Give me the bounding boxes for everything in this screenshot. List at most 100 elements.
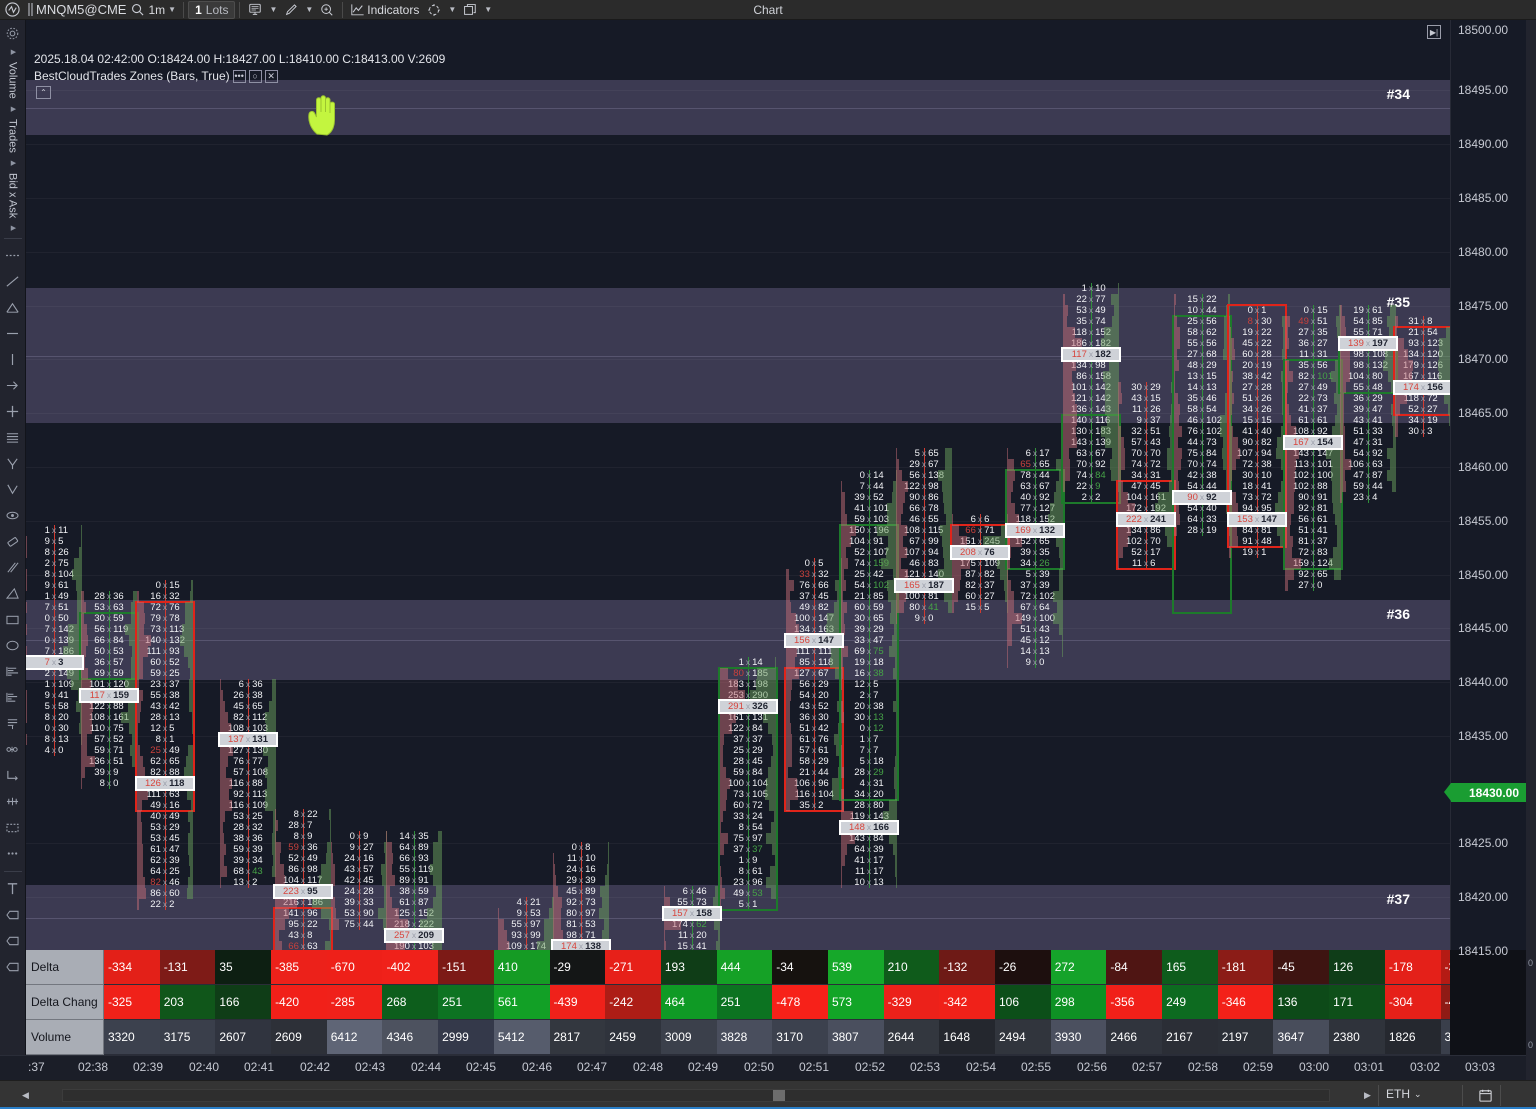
- bid-value: 24: [566, 864, 577, 875]
- expand-arrow-icon-volume[interactable]: ▶: [9, 48, 17, 56]
- eraser-icon[interactable]: [0, 529, 26, 555]
- horizontal-rays-icon[interactable]: [0, 425, 26, 451]
- bid-volume-bar: [841, 602, 847, 613]
- arrow-icon[interactable]: [0, 373, 26, 399]
- footprint-bar[interactable]: 8x2228x78x959x3652x4986x98104x117223x952…: [273, 809, 333, 950]
- indicator-close-button[interactable]: ✕: [264, 69, 278, 83]
- indicators-label[interactable]: Indicators: [367, 2, 420, 17]
- footprint-bar[interactable]: 28 x 36 53 x 63 30 x 59 56 x 119 66 x 84 50 x 53 36 x 57 69 x 5…: [79, 591, 139, 789]
- eye-icon[interactable]: [0, 503, 26, 529]
- scrollbar-thumb[interactable]: [773, 1090, 785, 1101]
- line-chart-icon[interactable]: [347, 0, 367, 20]
- chevron-left-icon[interactable]: ◀: [22, 1090, 29, 1100]
- triangle-icon[interactable]: [0, 581, 26, 607]
- footprint-bar[interactable]: 1x1480x185183x198253x290291x326161x13112…: [718, 657, 778, 911]
- horizontal-line-icon[interactable]: [0, 321, 26, 347]
- volume-profile-icon[interactable]: [0, 685, 26, 711]
- target-chevron-down-icon[interactable]: ▼: [448, 5, 457, 14]
- crosshair-target-icon[interactable]: [423, 0, 445, 20]
- ruler-icon[interactable]: [0, 789, 26, 815]
- pencil-chevron-down-icon[interactable]: ▼: [305, 5, 314, 14]
- footprint-bar[interactable]: 1x1022x7753x4935x74118x152186x182117x182…: [1061, 283, 1121, 504]
- ellipse-icon[interactable]: [0, 633, 26, 659]
- grid-line: [26, 144, 1450, 145]
- footprint-bar[interactable]: 31x821x5493x123134x120179x126167x116174x…: [1393, 316, 1450, 437]
- label-icon[interactable]: [0, 928, 26, 954]
- chart-type-chevron-down-icon[interactable]: ▼: [269, 5, 278, 14]
- chart-canvas[interactable]: #34 #35 #36 #37 1 x 11 9 x 5 8 x 26 2 x 75 8 x 104 9 x 61 1 x 4…: [26, 20, 1450, 950]
- indicator-settings-button[interactable]: •••: [232, 69, 246, 83]
- expand-arrow-icon-end[interactable]: ▶: [9, 223, 17, 232]
- indicator-row[interactable]: BestCloudTrades Zones (Bars, True) ••• ○…: [34, 69, 278, 83]
- expand-arrow-icon-trades[interactable]: ▶: [9, 104, 17, 113]
- grid-line: [26, 413, 1450, 414]
- footprint-bar[interactable]: 4x219x5355x9793x99109x174: [498, 897, 554, 950]
- trendline-icon[interactable]: [0, 269, 26, 295]
- lots-input[interactable]: 1 Lots: [188, 0, 236, 19]
- study-data-table[interactable]: Delta -334 -131 35 -385 -670 -402 -151 410 -29 -27…: [26, 950, 1450, 1055]
- timeframe-label[interactable]: 1m: [148, 2, 166, 17]
- footprint-bar[interactable]: 15 x 22 10 x 44 25 x 56 58 x 62 55 x 56 27 x 68 48 x 29 13 x 15…: [1172, 294, 1232, 614]
- pencil-icon[interactable]: [280, 0, 302, 20]
- footprint-bar[interactable]: 0 x 15 16 x 32 72 x 76 79 x 78 73 x 113 140 x 132 111 x 93 60…: [135, 580, 195, 910]
- fib-retracement-icon[interactable]: [0, 477, 26, 503]
- footprint-bar[interactable]: 6x666x71151x245208x76175x10987x8282x3760…: [950, 514, 1010, 613]
- measure-icon[interactable]: [0, 763, 26, 789]
- footprint-bar[interactable]: 0x147x4439x5241x10159x103150x196104x9152…: [839, 470, 899, 888]
- footprint-bar[interactable]: 0 x 1 8 x 30 19 x 22 45 x 22 60 x 28 20 x 19 38 x 42 27 x 28 51 x…: [1227, 304, 1287, 558]
- dots-icon[interactable]: [0, 841, 26, 867]
- chart-type-icon[interactable]: [244, 0, 266, 20]
- text-tool-icon[interactable]: [0, 876, 26, 902]
- search-icon[interactable]: [126, 0, 148, 20]
- horizontal-scrollbar[interactable]: [62, 1089, 1330, 1102]
- session-selector[interactable]: ETH ⌄: [1386, 1087, 1422, 1101]
- selection-icon[interactable]: [0, 815, 26, 841]
- expand-arrow-icon-bidask[interactable]: ▶: [9, 158, 17, 167]
- lock-axis-icon[interactable]: ▶|: [1427, 25, 1441, 39]
- footprint-bar[interactable]: 6 x 36 26 x 38 45 x 65 82 x 112 108 x 103 137 x 131 127 x 13…: [218, 679, 278, 888]
- crosshair-plus-icon[interactable]: [0, 399, 26, 425]
- dotted-line-icon[interactable]: [0, 243, 26, 269]
- footprint-bar[interactable]: 6x1765x6578x4463x6740x9277x127118x152169…: [1005, 448, 1065, 668]
- angle-icon[interactable]: [0, 295, 26, 321]
- calendar-icon[interactable]: [1478, 1088, 1493, 1108]
- footprint-bar[interactable]: 6x4655x73157x158174x6211x2015x41: [662, 886, 722, 950]
- app-logo-icon[interactable]: [0, 0, 24, 20]
- parallel-lines-icon[interactable]: [0, 555, 26, 581]
- rectangle-icon[interactable]: [0, 607, 26, 633]
- time-axis[interactable]: :37 02:38 02:39 02:40 02:41 02:42 02:43 02:44 02…: [0, 1055, 1536, 1080]
- magnifier-plus-icon[interactable]: [316, 0, 338, 20]
- gann-fan-icon[interactable]: [0, 737, 26, 763]
- footprint-bar[interactable]: 0 x 9 9 x 27 24 x 16 43 x 57 42 x 45 24 x 28 39 x 33 53 x 90 75 x…: [331, 831, 387, 930]
- sidebar-panel-volume[interactable]: Volume: [6, 62, 19, 99]
- footprint-bar[interactable]: 0 x 8 11 x 10 24 x 16 29 x 39 45 x 89 92 x 73 80 x 97 81 x 53 98…: [551, 842, 611, 950]
- bar-profile-icon[interactable]: [0, 659, 26, 685]
- timeframe-chevron-down-icon[interactable]: ▼: [168, 5, 177, 14]
- windows-icon[interactable]: [459, 0, 481, 20]
- bid-volume-bar: [1340, 371, 1350, 382]
- chevron-right-icon[interactable]: ▶: [1364, 1090, 1371, 1100]
- footprint-bar[interactable]: 1 x 11 9 x 5 8 x 26 2 x 75 8 x 104 9 x 61 1 x 49 7 x 51 0 x 50 7 x 14…: [26, 525, 84, 756]
- instrument-symbol[interactable]: MNQM5@CME: [36, 2, 127, 17]
- indicator-collapse-button[interactable]: ⌃: [36, 86, 51, 99]
- price-axis[interactable]: 18500.00 ▶| 18495.00 18490.00 18485.00 1848…: [1427, 20, 1536, 958]
- windows-chevron-down-icon[interactable]: ▼: [484, 5, 493, 14]
- indicator-name[interactable]: BestCloudTrades Zones (Bars, True): [34, 69, 230, 83]
- pitchfork-icon[interactable]: [0, 451, 26, 477]
- flag-icon[interactable]: [0, 954, 26, 980]
- study-cell: 268: [382, 985, 439, 1020]
- sidebar-panel-trades[interactable]: Trades: [6, 118, 19, 153]
- indicator-visibility-button[interactable]: ○: [248, 69, 262, 83]
- tag-icon[interactable]: [0, 902, 26, 928]
- sidebar-panel-bid-ask[interactable]: Bid x Ask: [6, 172, 19, 218]
- vertical-line-icon[interactable]: [0, 347, 26, 373]
- footprint-bar[interactable]: 19 x 61 54 x 85 55 x 71 139 x 197 98 x 108 98 x 132 104 x 80…: [1338, 305, 1398, 503]
- note-icon[interactable]: [0, 711, 26, 737]
- footprint-bar[interactable]: 30 x 29 43 x 15 11 x 26 9 x 37 32 x 51 57 x 43 70 x 70 74 x 72 3…: [1116, 382, 1176, 570]
- footprint-bar[interactable]: 5 x 65 29 x 67 56 x 138 122 x 98 90 x 86 66 x 78 46 x 55 108 x…: [894, 448, 954, 624]
- footprint-bar[interactable]: 14 x 35 64 x 89 66 x 93 55 x 119 89 x 91 38 x 59 61 x 87 125 x…: [384, 831, 444, 950]
- gear-icon[interactable]: [0, 20, 26, 46]
- footprint-bar[interactable]: 0x533x3276x6637x4549x82100x147134x163156…: [784, 558, 844, 812]
- ask-volume-bar: [330, 831, 331, 842]
- footprint-bar[interactable]: 0 x 15 49 x 51 27 x 35 36 x 27 11 x 31 35 x 56 82 x 101 27 x 49…: [1283, 305, 1343, 591]
